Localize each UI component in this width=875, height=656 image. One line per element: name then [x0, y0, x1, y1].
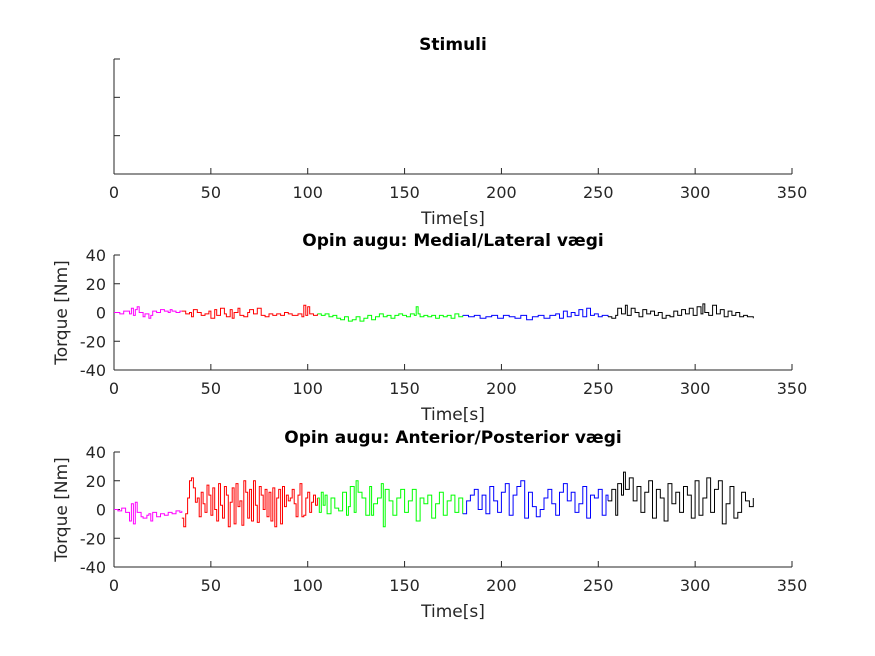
x-tick-label: 50 — [201, 576, 221, 595]
x-tick-label: 150 — [389, 183, 420, 202]
panel-2: 0 50 100 150 200 250 300 350 -40 -20 0 20 40 Opin aug… — [52, 231, 807, 425]
y-tick-label: 0 — [96, 501, 106, 520]
series-5-line — [608, 471, 754, 525]
x-tick-label: 350 — [777, 379, 808, 398]
y-tick-label: -40 — [80, 361, 106, 380]
y-tick-label: 40 — [86, 246, 106, 265]
chart-title: Opin augu: Anterior/Posterior vægi — [284, 428, 621, 448]
y-tick-label: 0 — [96, 304, 106, 323]
x-tick-label: 200 — [486, 379, 517, 398]
panel-1: 0 50 100 150 200 250 300 350 Stimuli Time[s] — [109, 35, 807, 229]
x-tick-label: 0 — [109, 576, 119, 595]
series-5-line — [608, 303, 754, 319]
y-axis-label: Torque [Nm] — [52, 457, 72, 563]
series-3-line — [317, 306, 464, 322]
series-3-line — [317, 480, 464, 528]
x-tick-label: 50 — [201, 183, 221, 202]
x-tick-label: 50 — [201, 379, 221, 398]
chart-title: Opin augu: Medial/Lateral vægi — [302, 231, 603, 251]
x-tick-label: 100 — [292, 576, 323, 595]
x-tick-label: 300 — [680, 379, 711, 398]
x-axis-label: Time[s] — [420, 602, 485, 622]
series-2-line — [181, 477, 318, 528]
x-tick-label: 250 — [583, 576, 614, 595]
x-tick-label: 350 — [777, 576, 808, 595]
x-tick-label: 200 — [486, 576, 517, 595]
y-tick-label: -20 — [80, 332, 106, 351]
x-tick-label: 300 — [680, 183, 711, 202]
y-axis-label: Torque [Nm] — [52, 260, 72, 366]
x-tick-label: 0 — [109, 379, 119, 398]
x-axis-label: Time[s] — [420, 405, 485, 425]
y-tick-label: 40 — [86, 443, 106, 462]
x-tick-label: 150 — [389, 576, 420, 595]
series-2-line — [181, 304, 318, 319]
y-tick-label: -20 — [80, 529, 106, 548]
series-1-line — [114, 306, 182, 319]
series-1-line — [114, 501, 183, 525]
x-tick-label: 100 — [292, 183, 323, 202]
y-tick-label: 20 — [86, 275, 106, 294]
chart-title: Stimuli — [419, 35, 487, 55]
y-tick-label: 20 — [86, 472, 106, 491]
x-tick-label: 150 — [389, 379, 420, 398]
x-tick-label: 200 — [486, 183, 517, 202]
x-tick-label: 250 — [583, 183, 614, 202]
x-axis-label: Time[s] — [420, 209, 485, 229]
panel-3: 0 50 100 150 200 250 300 350 -40 -20 0 20 40 Opin aug… — [52, 428, 807, 622]
series-4-line — [462, 307, 609, 321]
x-tick-label: 100 — [292, 379, 323, 398]
y-tick-label: -40 — [80, 558, 106, 577]
series-4-line — [462, 480, 609, 519]
x-tick-label: 250 — [583, 379, 614, 398]
x-tick-label: 300 — [680, 576, 711, 595]
x-tick-label: 0 — [109, 183, 119, 202]
x-tick-label: 350 — [777, 183, 808, 202]
